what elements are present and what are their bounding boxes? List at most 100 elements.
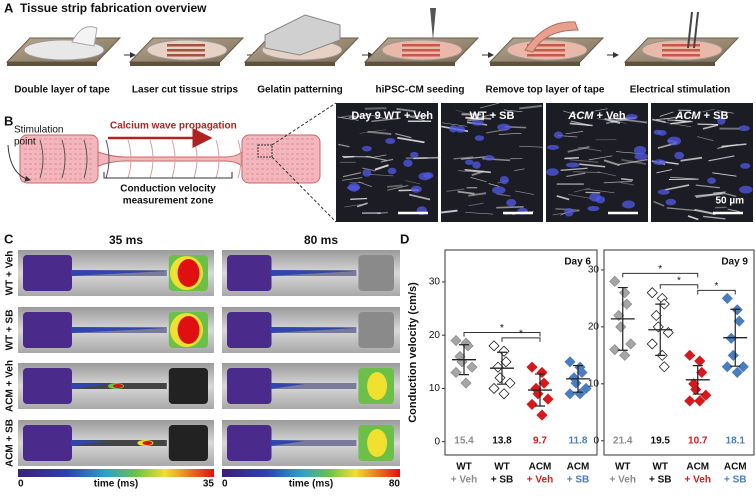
x-tick-label: WT [652,462,668,473]
data-point [499,389,509,399]
step-label: Double layer of tape [14,85,110,96]
plate-edge [490,62,580,66]
step-illustration [625,12,738,66]
annotation: Calcium wave propagation [110,121,237,132]
data-point [647,339,657,349]
image-label: WT + SB [470,110,515,122]
right-pad [169,368,208,404]
nucleus [547,145,559,150]
label-part: + SB [704,110,729,122]
data-point [663,328,673,338]
x-tick-sublabel: + SB [649,475,672,486]
pipette [430,8,436,40]
nucleus [658,130,667,136]
data-point [685,350,695,360]
annotation: point [14,137,36,148]
wave-core [113,384,123,388]
colorbar-tick: 0 [222,479,228,490]
zone-bracket [104,172,232,178]
left-pad [227,312,272,348]
significance-label: * [658,264,662,275]
annotation: Conduction velocity [120,184,216,195]
data-point [451,336,461,346]
data-point [543,394,553,404]
row-label: WT + Veh [5,251,16,296]
data-point [537,367,547,377]
annotation: measurement zone [123,196,214,207]
mean-label: 18.1 [726,436,746,447]
nucleus [385,138,395,144]
strip [167,44,205,47]
scale-label: 50 µm [715,196,744,207]
nucleus [622,200,635,208]
x-tick-sublabel: + Veh [685,475,711,486]
heatmap [18,363,214,409]
strip [662,54,700,57]
nucleus [506,199,516,207]
left-pad [227,255,272,291]
nucleus [566,162,580,167]
step-label: hiPSC-CM seeding [376,85,465,96]
fiber [365,108,387,109]
mean-label: 10.7 [688,436,708,447]
nucleus [564,208,573,217]
fiber [413,158,441,159]
label-part: + Veh [597,110,626,122]
nucleus [472,161,480,168]
strip [402,49,440,52]
nucleus [554,132,563,139]
plate-edge [625,62,715,66]
step-illustration [365,8,478,66]
data-point [461,378,471,388]
data-point [489,383,499,393]
y-tick-label: 0 [593,435,599,446]
nucleus [500,176,509,184]
data-point [527,362,537,372]
nucleus [484,155,494,161]
colorbar-label: time (ms) [94,479,138,490]
data-point [695,356,705,366]
panel-title: Tissue strip fabrication overview [20,1,207,15]
nucleus [738,125,749,131]
step-illustration [490,22,603,66]
data-point [505,378,515,388]
data-point [653,322,663,332]
annotation: Stimulation [14,125,63,136]
heatmap [222,307,400,353]
colorbar-label: time (ms) [289,479,333,490]
panel-letter: A [4,0,14,15]
data-point [489,341,499,351]
nucleus [475,135,484,141]
mean-label: 15.4 [454,436,474,447]
label-part: + Veh [404,110,433,122]
tape-peel [72,27,97,46]
label-part: ACM [675,110,702,122]
data-point [728,350,738,360]
nucleus [362,169,371,177]
heatmap [222,420,400,466]
nucleus [348,183,360,192]
x-tick-sublabel: + SB [724,475,747,486]
step-label: Laser cut tissue strips [132,85,239,96]
nucleus [596,196,606,203]
data-point [620,288,630,298]
data-point [659,362,669,372]
label-part: + SB [490,110,515,122]
nucleus [546,168,559,176]
nucleus [707,177,716,183]
strip [167,54,205,57]
x-tick-label: ACM [529,462,552,473]
step-illustration [7,27,120,66]
fiber [342,156,371,157]
label-part: WT [470,110,487,122]
y-tick-label: 20 [588,322,600,333]
colorbar [18,469,214,477]
wave-core [178,316,200,344]
data-point [626,339,636,349]
row-label: ACM + SB [5,419,16,467]
fiber [564,158,579,159]
nucleus [739,186,752,194]
